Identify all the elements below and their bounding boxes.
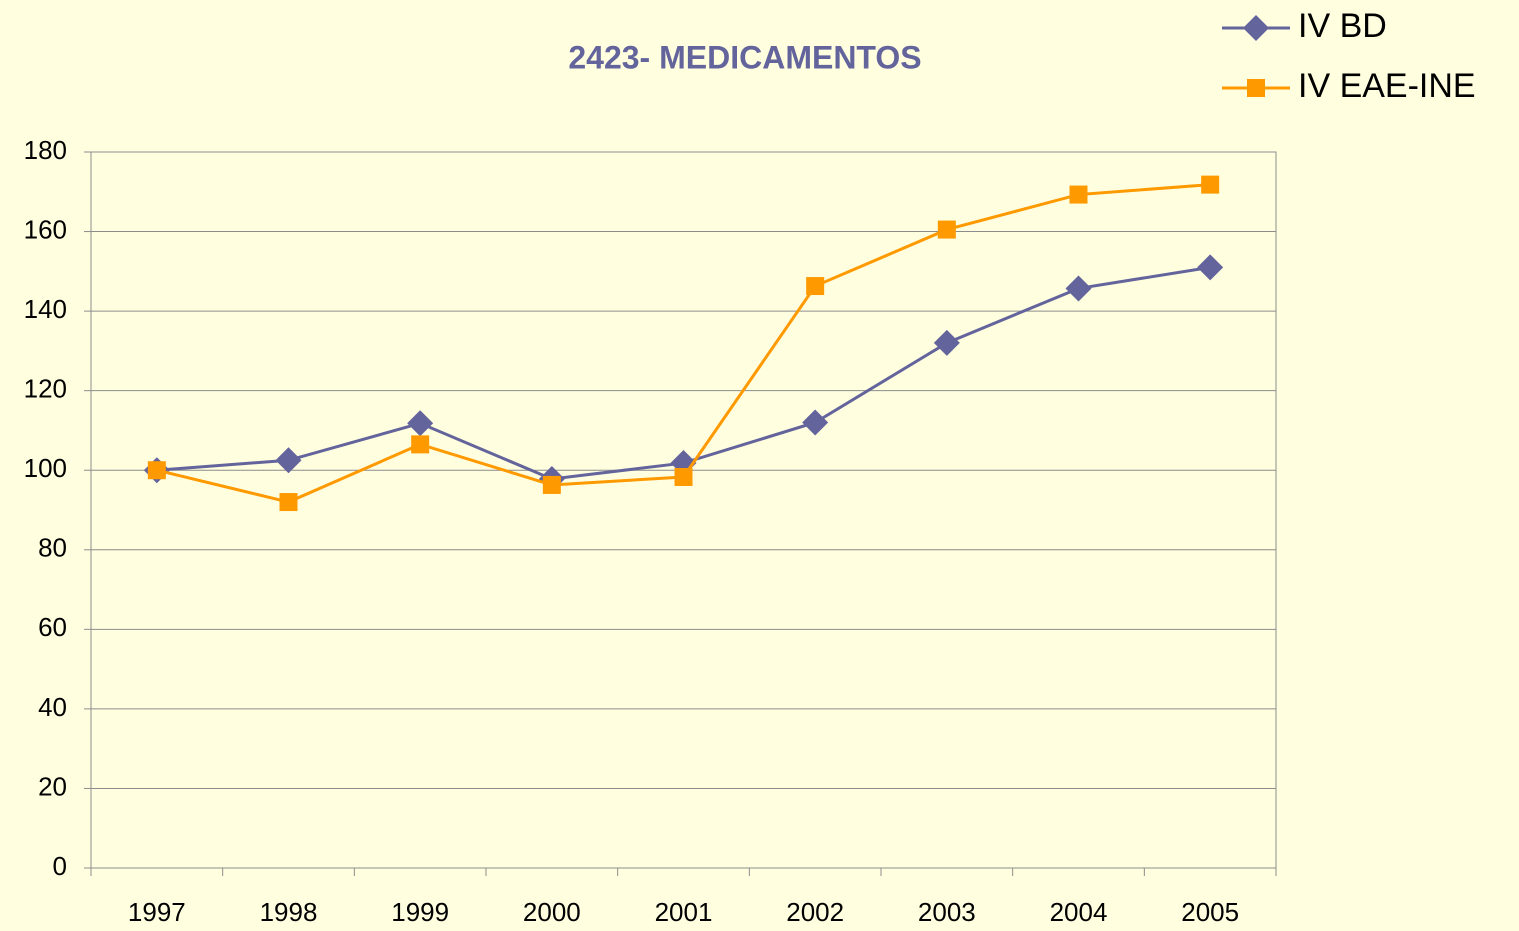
y-tick-label: 160 [24,214,67,244]
point [1201,175,1220,194]
point [1247,79,1265,97]
x-tick-label: 1998 [260,897,318,927]
point [1065,275,1092,302]
x-tick-label: 1999 [391,897,449,927]
point [806,277,825,296]
point [1069,185,1088,204]
chart-title: 2423- MEDICAMENTOS [568,39,921,75]
y-tick-label: 40 [38,692,67,722]
y-tick-label: 0 [53,851,67,881]
y-tick-label: 80 [38,533,67,563]
point [147,461,166,480]
point [674,467,693,486]
point [937,220,956,239]
x-tick-label: 2000 [523,897,581,927]
x-tick-label: 2003 [918,897,976,927]
y-tick-label: 20 [38,771,67,801]
y-tick-label: 120 [24,374,67,404]
y-tick-label: 180 [24,135,67,165]
plot-frame [90,151,1277,869]
x-tick-label: 2002 [786,897,844,927]
y-tick-label: 140 [24,294,67,324]
point [279,493,298,512]
point [1243,15,1269,41]
point [407,410,434,437]
y-tick-label: 60 [38,612,67,642]
point [411,435,430,454]
legend-label: IV EAE-INE [1298,67,1476,105]
point [933,329,960,356]
legend-label: IV BD [1298,7,1387,45]
point [275,447,302,474]
y-tick-label: 100 [24,453,67,483]
point [542,475,561,494]
x-tick-label: 2001 [655,897,713,927]
x-tick-label: 2005 [1181,897,1239,927]
point [802,409,829,436]
point [1197,254,1224,281]
x-tick-label: 2004 [1050,897,1108,927]
x-tick-label: 1997 [128,897,186,927]
